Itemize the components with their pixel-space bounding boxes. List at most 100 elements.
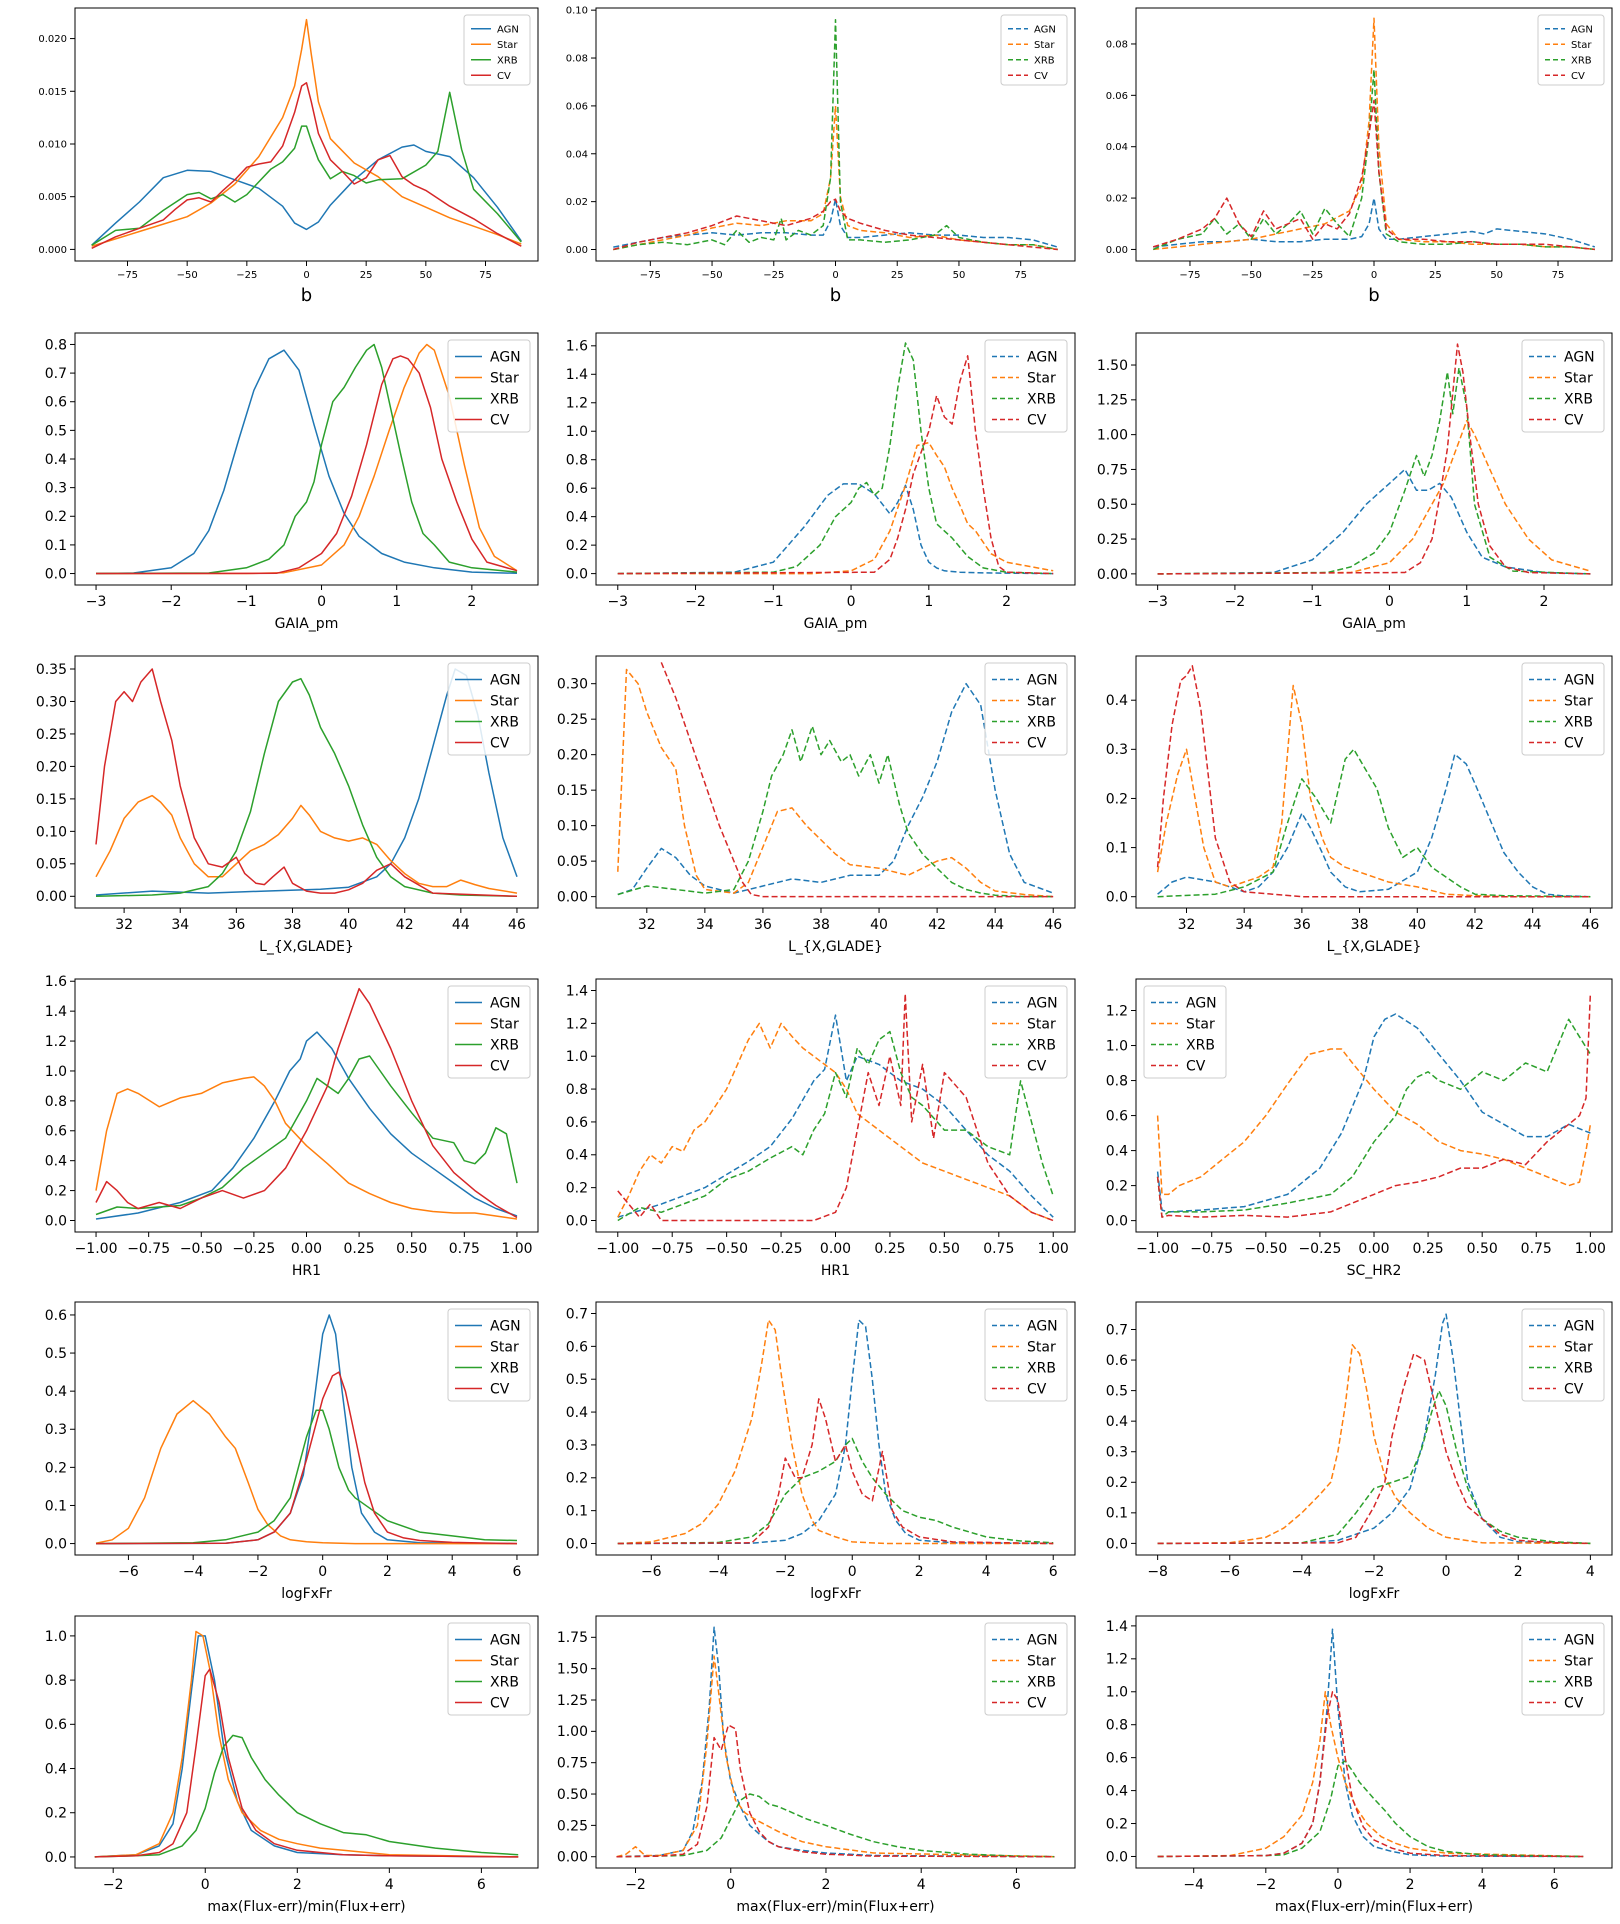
x-tick-label: −2 [685,594,706,610]
series-line-star [91,18,522,247]
legend-label-star: Star [1027,1340,1056,1356]
plot-frame [74,7,539,262]
plot-frame [595,1615,1076,1869]
series-line-cv [613,198,1058,251]
legend-label-star: Star [1034,40,1055,51]
series-group [1152,17,1596,251]
legend-label-cv: CV [1034,71,1048,82]
chart-panel-1: −75 −50 −25 0 25 50 75 0.000 0.005 0.010 0.015 0.02… [38,7,539,306]
x-tick-label: −4 [183,1564,204,1580]
series-line-agn [1156,1013,1591,1213]
y-tick-label: 0.000 [38,245,67,256]
series-line-cv [95,668,518,898]
x-tick-label: −1 [1302,594,1323,610]
legend-label-cv: CV [490,1382,510,1398]
x-tick-label: −6 [641,1564,662,1580]
plot-frame [1135,1615,1613,1869]
legend-box [447,339,531,433]
x-tick-label: −2 [625,1877,646,1893]
x-tick-label: 32 [638,917,656,933]
legend-box [984,1308,1068,1402]
y-tick-label: 0.0 [566,1536,588,1552]
legend-label-xrb: XRB [490,715,519,731]
series-group [91,18,522,249]
x-tick-label: 25 [1429,270,1442,281]
legend: AGN Star XRB CV [1521,662,1605,756]
x-tick-label: 0.50 [396,1241,427,1257]
legend-label-star: Star [490,694,519,710]
x-tick-label: 40 [340,917,358,933]
legend-label-cv: CV [1027,1696,1047,1712]
y-tick-label: 0.25 [557,1818,588,1834]
legend-label-agn: AGN [1571,24,1593,35]
y-tick-label: 0.3 [1106,1445,1128,1461]
series-line-xrb [616,1793,1055,1858]
y-tick-label: 0.6 [45,1717,67,1733]
y-tick-label: 0.02 [566,197,588,208]
y-tick-label: 0.25 [36,727,67,743]
y-tick-label: 0.0 [1106,1849,1128,1865]
chart-panel-4: −3 −2 −1 0 1 2 0.0 0.1 0.2 0.3 0.4 0.5 0.6 0.7 0.8 GAIA… [45,332,539,632]
legend-box [463,14,531,86]
x-tick-label: −75 [1179,270,1200,281]
y-tick-label: 0.25 [1097,532,1128,548]
y-tick-label: 1.0 [1106,1685,1128,1701]
series-line-xrb [1157,367,1591,575]
legend: AGN Star XRB CV [984,662,1068,756]
chart-panel-12: −1.00 −0.75 −0.50 −0.25 0.00 0.25 0.50 0.75 1.00… [1106,978,1613,1279]
y-tick-label: 0.8 [45,337,67,353]
legend-label-cv: CV [1027,1382,1047,1398]
x-tick-label: 6 [1049,1564,1058,1580]
y-tick-label: 0.4 [566,1148,588,1164]
series-group [95,343,518,575]
legend-box [1521,1622,1605,1716]
x-tick-label: 46 [1044,917,1062,933]
y-tick-label: 1.0 [45,1629,67,1645]
y-tick-label: 0.6 [45,1124,67,1140]
x-tick-label: 34 [1235,917,1253,933]
y-tick-label: 0.6 [1106,1751,1128,1767]
y-tick-label: 0.2 [1106,1816,1128,1832]
x-tick-label: 32 [115,917,133,933]
legend-label-cv: CV [1571,71,1585,82]
y-tick-label: 0.4 [1106,1783,1128,1799]
x-axis-label: max(Flux-err)/min(Flux+err) [736,1899,934,1915]
y-tick-label: 0.3 [566,1438,588,1454]
plot-frame [595,655,1076,909]
y-tick-label: 0.2 [566,1471,588,1487]
series-line-agn [617,1319,1054,1545]
x-tick-label: 25 [360,270,373,281]
x-tick-label: 4 [982,1564,991,1580]
x-tick-label: −4 [1292,1564,1313,1580]
series-group [94,1630,519,1858]
legend-label-cv: CV [1186,1059,1206,1075]
series-line-agn [1157,1313,1591,1545]
x-tick-label: −2 [103,1877,124,1893]
y-tick-label: 1.25 [557,1693,588,1709]
x-tick-label: 6 [512,1564,521,1580]
legend-label-agn: AGN [1564,673,1595,689]
legend-label-agn: AGN [1034,24,1056,35]
x-tick-label: 0 [318,1564,327,1580]
y-tick-label: 1.0 [566,1049,588,1065]
y-tick-label: 0.50 [557,1787,588,1803]
y-tick-label: 0.0 [1106,1214,1128,1230]
x-tick-label: 0.75 [1521,1241,1552,1257]
legend-box [447,662,531,756]
y-tick-label: 1.25 [1097,393,1128,409]
x-tick-label: 2 [467,594,476,610]
x-tick-label: −75 [117,270,138,281]
y-tick-label: 0.1 [45,538,67,554]
series-line-agn [94,1635,519,1858]
series-line-cv [1157,343,1591,575]
x-tick-label: 50 [1490,270,1503,281]
y-tick-label: 1.4 [1106,1619,1128,1635]
y-tick-label: 0.020 [38,34,67,45]
x-tick-label: −2 [775,1564,796,1580]
y-tick-label: 1.2 [566,396,588,412]
x-tick-label: 0 [847,594,856,610]
legend-label-xrb: XRB [1564,392,1593,408]
x-tick-label: 2 [293,1877,302,1893]
y-tick-label: 0.4 [1106,1414,1128,1430]
y-tick-label: 1.4 [45,1004,67,1020]
